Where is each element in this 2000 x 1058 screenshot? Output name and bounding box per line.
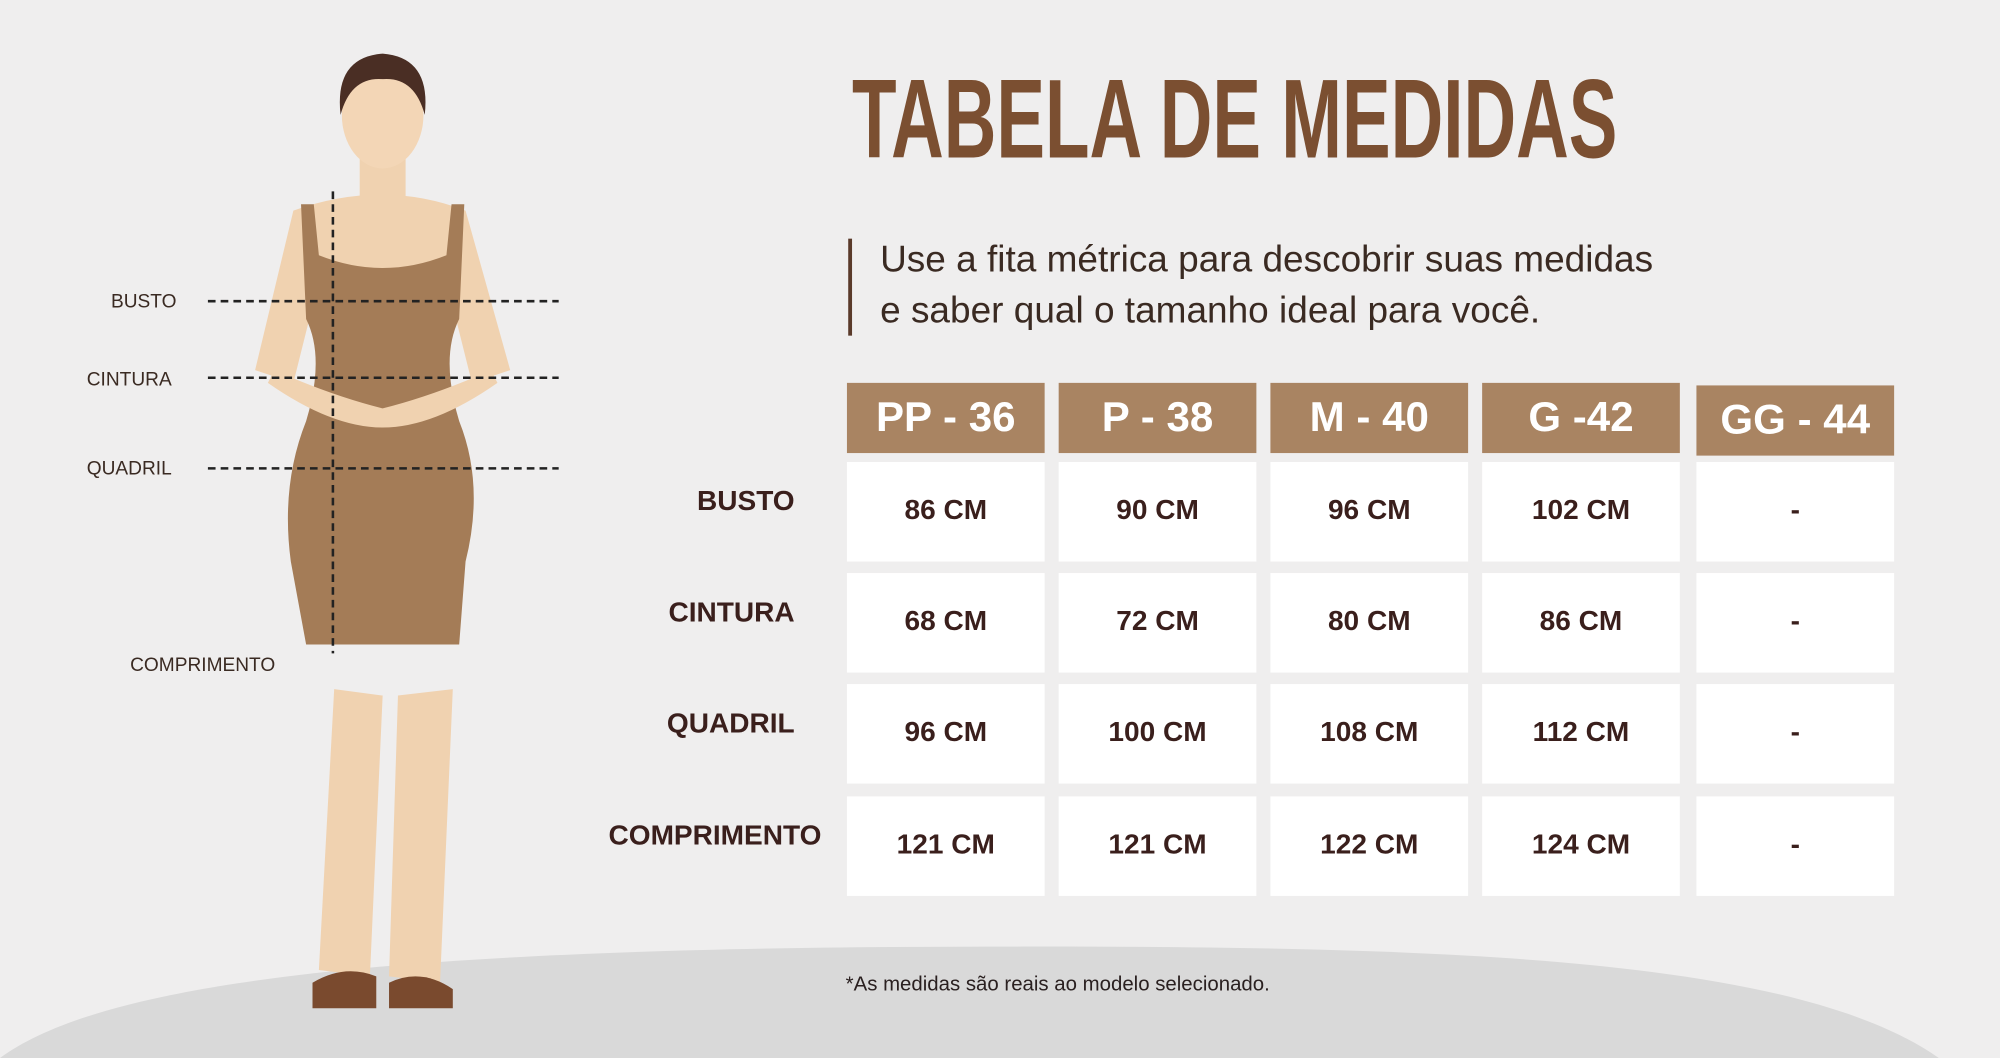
cell-text: 86 CM xyxy=(1540,605,1623,636)
table-cell xyxy=(1696,573,1895,673)
cell-text: 72 CM xyxy=(1116,605,1199,636)
cell-text: 80 CM xyxy=(1328,605,1411,636)
cell-text: - xyxy=(1791,716,1800,747)
table-cell xyxy=(1058,684,1257,784)
column-header xyxy=(1696,385,1895,456)
cell-text: 122 CM xyxy=(1320,829,1418,860)
column-header-text: M - 40 xyxy=(1310,393,1429,440)
floor xyxy=(0,946,1939,1058)
table-cell xyxy=(846,796,1045,896)
cell-text: 100 CM xyxy=(1108,716,1206,747)
column-header-text: P - 38 xyxy=(1102,393,1214,440)
cell-text: - xyxy=(1791,605,1800,636)
table-cell xyxy=(846,684,1045,784)
figure-label: QUADRIL xyxy=(87,459,172,480)
table-cell xyxy=(1270,461,1469,562)
row-label: CINTURA xyxy=(668,596,794,627)
cell-text: 124 CM xyxy=(1532,829,1630,860)
table-cell xyxy=(1482,461,1680,562)
table-cell xyxy=(846,573,1045,673)
cell-text: 96 CM xyxy=(1328,494,1411,525)
cell-text: 102 CM xyxy=(1532,494,1630,525)
cell-text: 96 CM xyxy=(904,716,987,747)
model-figure xyxy=(207,53,559,1009)
table-cell xyxy=(1696,461,1895,562)
cell-text: 121 CM xyxy=(897,829,995,860)
column-header xyxy=(1270,382,1469,454)
row-label: QUADRIL xyxy=(667,707,795,738)
table-cell xyxy=(1270,573,1469,673)
column-header-text: PP - 36 xyxy=(876,393,1016,440)
table-cell xyxy=(1058,796,1257,896)
table-cell xyxy=(1058,461,1257,562)
column-header xyxy=(1058,382,1257,454)
table-cell xyxy=(1482,684,1680,784)
column-header xyxy=(846,382,1045,454)
cell-text: 68 CM xyxy=(904,605,987,636)
cell-text: 90 CM xyxy=(1116,494,1199,525)
column-header xyxy=(1482,382,1680,454)
table-cell xyxy=(1270,684,1469,784)
subtitle: e saber qual o tamanho ideal para você. xyxy=(880,289,1540,330)
table-cell xyxy=(1696,796,1895,896)
table-cell xyxy=(1696,684,1895,784)
subtitle-bar xyxy=(848,238,853,336)
row-label: BUSTO xyxy=(697,485,795,516)
figure-label: BUSTO xyxy=(111,292,177,313)
cell-text: - xyxy=(1791,494,1800,525)
subtitle: Use a fita métrica para descobrir suas m… xyxy=(880,238,1653,279)
table-cell xyxy=(846,461,1045,562)
cell-text: 86 CM xyxy=(904,494,987,525)
row-label: COMPRIMENTO xyxy=(609,820,822,851)
footnote: *As medidas são reais ao modelo selecion… xyxy=(846,974,1270,996)
column-header-text: GG - 44 xyxy=(1720,396,1870,443)
cell-text: 112 CM xyxy=(1533,716,1630,747)
title: TABELA DE MEDIDAS xyxy=(852,55,1617,181)
column-header-text: G -42 xyxy=(1528,393,1633,440)
cell-text: - xyxy=(1791,829,1800,860)
table-cell xyxy=(1482,573,1680,673)
table-cell xyxy=(1482,796,1680,896)
figure-label: COMPRIMENTO xyxy=(130,655,275,676)
figure-label: CINTURA xyxy=(87,369,172,390)
cell-text: 108 CM xyxy=(1320,716,1418,747)
table-cell xyxy=(1270,796,1469,896)
size-table: PP - 36 P - 38 M - 40 G -42 GG - 44 BUSTO 86 C… xyxy=(609,382,1895,896)
table-cell xyxy=(1058,573,1257,673)
cell-text: 121 CM xyxy=(1108,829,1206,860)
